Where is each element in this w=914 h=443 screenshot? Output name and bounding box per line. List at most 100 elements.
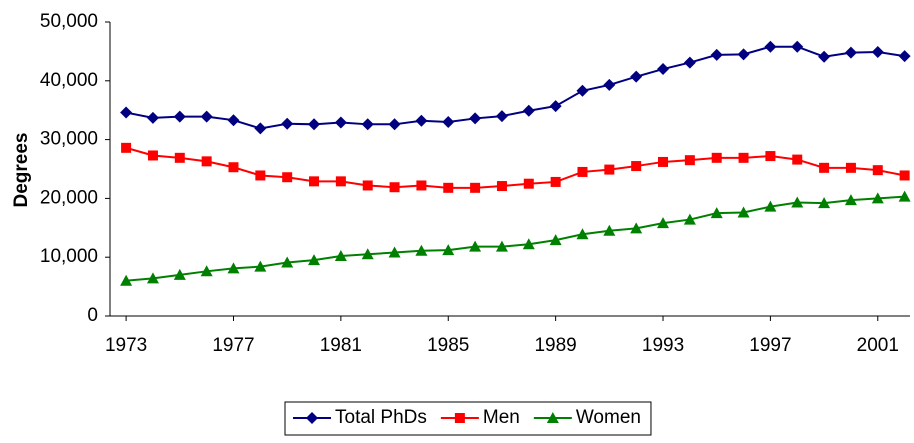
series-line: [126, 195, 905, 282]
marker: [496, 181, 507, 192]
marker: [737, 48, 750, 61]
marker: [201, 156, 212, 167]
marker: [306, 412, 318, 424]
x-tick-label: 1973: [105, 335, 147, 356]
marker: [710, 207, 723, 219]
marker: [872, 165, 883, 176]
marker: [657, 217, 670, 229]
marker: [711, 152, 722, 163]
marker: [281, 256, 294, 268]
x-tick-label: 1997: [749, 335, 791, 356]
marker: [361, 118, 374, 131]
x-tick-label: 1993: [642, 335, 684, 356]
marker: [388, 118, 401, 131]
marker: [546, 412, 559, 423]
marker: [737, 206, 750, 218]
marker: [335, 176, 346, 187]
marker: [200, 265, 213, 277]
marker: [416, 180, 427, 191]
marker: [200, 110, 213, 123]
y-tick-label: 20,000: [40, 187, 98, 208]
marker: [469, 112, 482, 125]
marker: [683, 56, 696, 69]
marker: [334, 250, 347, 262]
marker: [442, 115, 455, 128]
marker: [173, 110, 186, 123]
marker: [227, 262, 240, 274]
marker: [791, 196, 804, 208]
marker: [844, 194, 857, 206]
y-tick-label: 50,000: [40, 11, 98, 32]
legend-label: Total PhDs: [335, 407, 427, 428]
marker: [415, 244, 428, 256]
marker: [454, 413, 465, 423]
marker: [899, 170, 910, 181]
marker: [765, 151, 776, 162]
marker: [495, 240, 508, 252]
y-tick-label: 40,000: [40, 70, 98, 91]
marker: [792, 154, 803, 165]
marker: [415, 114, 428, 127]
marker: [147, 150, 158, 161]
x-tick-label: 1985: [427, 335, 469, 356]
marker: [228, 162, 239, 173]
marker: [334, 116, 347, 129]
marker: [791, 40, 804, 53]
marker: [898, 190, 911, 202]
series-line: [125, 146, 905, 189]
marker: [603, 224, 616, 236]
marker: [361, 248, 374, 260]
marker: [255, 170, 266, 181]
x-tick-label: 1989: [534, 335, 576, 356]
marker: [308, 118, 321, 131]
legend-label: Women: [576, 407, 641, 428]
marker: [603, 78, 616, 91]
marker: [764, 200, 777, 212]
marker: [495, 110, 508, 123]
marker: [630, 70, 643, 83]
marker: [282, 172, 293, 183]
marker: [871, 192, 884, 204]
marker: [549, 100, 562, 113]
marker: [818, 197, 831, 209]
marker: [389, 182, 400, 193]
marker: [819, 162, 830, 173]
marker: [470, 182, 481, 193]
marker: [227, 114, 240, 127]
marker: [658, 156, 669, 167]
marker: [576, 228, 589, 240]
marker: [146, 272, 159, 284]
y-tick-label: 10,000: [40, 246, 98, 267]
x-tick-label: 2001: [857, 335, 899, 356]
marker: [657, 63, 670, 76]
series-line: [125, 45, 905, 130]
marker: [174, 152, 185, 163]
x-tick-label: 1977: [212, 335, 254, 356]
y-axis-label: Degrees: [11, 133, 32, 208]
marker: [577, 166, 588, 177]
marker: [844, 46, 857, 59]
marker: [442, 244, 455, 256]
marker: [683, 213, 696, 225]
marker: [443, 182, 454, 193]
marker: [549, 234, 562, 246]
y-tick-label: 0: [87, 305, 98, 326]
marker: [684, 155, 695, 166]
marker: [738, 152, 749, 163]
marker: [281, 117, 294, 130]
marker: [630, 222, 643, 234]
x-tick-label: 1981: [320, 335, 362, 356]
marker: [120, 106, 133, 119]
marker: [469, 240, 482, 252]
marker: [764, 40, 777, 53]
marker: [631, 161, 642, 172]
legend-label: Men: [483, 407, 520, 428]
marker: [308, 254, 321, 266]
marker: [254, 260, 267, 272]
marker: [388, 246, 401, 258]
marker: [362, 180, 373, 191]
marker: [522, 238, 535, 250]
marker: [173, 268, 186, 280]
